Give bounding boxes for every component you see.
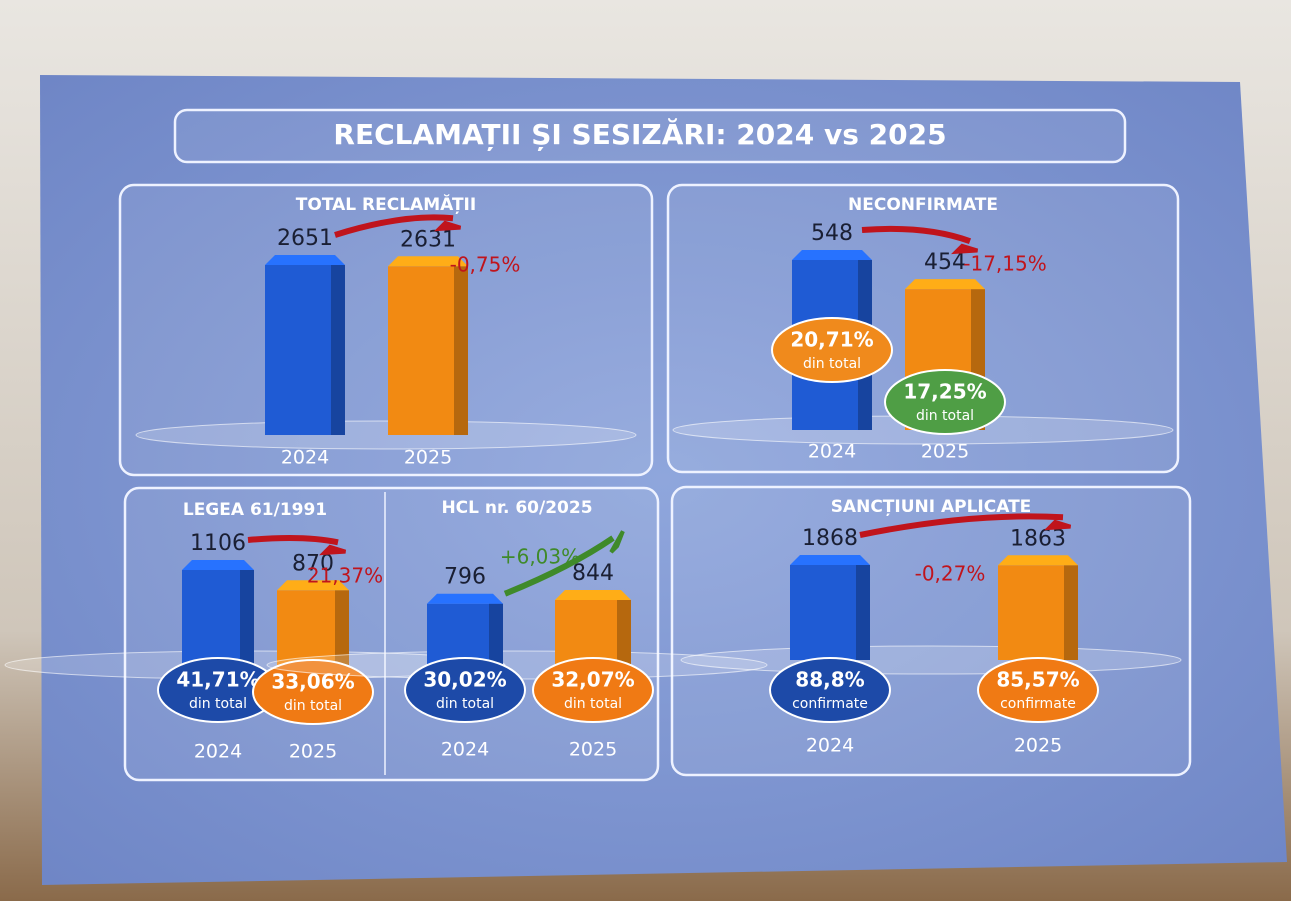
category-label: 2025 bbox=[921, 441, 969, 463]
badge-value: 32,07% bbox=[551, 668, 634, 692]
badge-caption: din total bbox=[436, 696, 494, 712]
badge bbox=[769, 657, 891, 723]
badge-caption: confirmate bbox=[1000, 696, 1076, 712]
charts: TOTAL RECLAMĂȚII 2651 2024 2631 2025 -0,75% NE… bbox=[4, 193, 1182, 763]
badge bbox=[884, 369, 1006, 435]
arrow-head bbox=[434, 220, 462, 232]
bar-top bbox=[388, 256, 468, 267]
badge-caption: din total bbox=[803, 356, 861, 372]
category-label: 2025 bbox=[289, 741, 337, 763]
value-label: 2631 bbox=[400, 227, 456, 252]
arrow-head bbox=[319, 544, 347, 556]
stage bbox=[680, 645, 1182, 675]
panel-title: NECONFIRMATE bbox=[848, 195, 998, 215]
bar-side bbox=[331, 265, 345, 435]
change-label: +6,03% bbox=[500, 545, 580, 569]
change-label: -0,27% bbox=[915, 562, 986, 586]
panel-title: SANCȚIUNI APLICATE bbox=[831, 497, 1032, 517]
bar-top bbox=[998, 555, 1078, 566]
change-label: -0,75% bbox=[450, 253, 521, 277]
bar-top bbox=[427, 593, 503, 604]
value-label: 844 bbox=[572, 561, 614, 586]
panel-title: TOTAL RECLAMĂȚII bbox=[296, 193, 476, 215]
badge-value: 88,8% bbox=[795, 668, 864, 692]
bar-side bbox=[617, 600, 631, 665]
change-arrow bbox=[247, 534, 339, 546]
bar-side bbox=[489, 603, 503, 665]
badge-caption: din total bbox=[189, 696, 247, 712]
category-label: 2024 bbox=[281, 447, 329, 469]
badge-caption: din total bbox=[284, 698, 342, 714]
bar-top bbox=[182, 560, 254, 570]
badge-value: 41,71% bbox=[176, 668, 259, 692]
badge bbox=[252, 659, 374, 725]
change-arrow bbox=[861, 225, 972, 244]
arrow-head bbox=[951, 243, 979, 255]
badge-value: 85,57% bbox=[996, 668, 1079, 692]
bar-side bbox=[1064, 565, 1078, 660]
title-box bbox=[173, 108, 1127, 164]
category-label: 2024 bbox=[194, 741, 242, 763]
category-label: 2025 bbox=[569, 739, 617, 761]
bar-side bbox=[240, 570, 254, 665]
badge-value: 17,25% bbox=[903, 380, 986, 404]
bar-top bbox=[277, 580, 349, 591]
bar-top bbox=[905, 279, 985, 290]
badge-caption: din total bbox=[916, 408, 974, 424]
badge-value: 20,71% bbox=[790, 328, 873, 352]
category-label: 2024 bbox=[808, 441, 856, 463]
badge bbox=[771, 317, 893, 383]
panel bbox=[670, 485, 1192, 777]
category-label: 2024 bbox=[441, 739, 489, 761]
panel-title: LEGEA 61/1991 bbox=[183, 500, 327, 520]
bar-side bbox=[856, 565, 870, 660]
arrow-head bbox=[609, 530, 625, 554]
badge-caption: din total bbox=[564, 696, 622, 712]
value-label: 548 bbox=[811, 221, 853, 246]
badge-caption: confirmate bbox=[792, 696, 868, 712]
panel bbox=[118, 183, 654, 477]
change-arrow bbox=[859, 513, 1064, 538]
bar-top bbox=[265, 255, 345, 265]
change-label: -17,15% bbox=[963, 252, 1046, 276]
badge-value: 30,02% bbox=[423, 668, 506, 692]
bar-top bbox=[790, 555, 870, 565]
bar-top bbox=[792, 250, 872, 260]
change-label: 21,37% bbox=[307, 564, 383, 588]
badge bbox=[532, 657, 654, 723]
value-label: 1863 bbox=[1010, 526, 1066, 551]
category-label: 2025 bbox=[1014, 735, 1062, 757]
value-label: 454 bbox=[924, 250, 966, 275]
category-label: 2024 bbox=[806, 735, 854, 757]
badge bbox=[977, 657, 1099, 723]
panel-title: HCL nr. 60/2025 bbox=[441, 498, 592, 518]
stage bbox=[135, 420, 637, 450]
value-label: 870 bbox=[292, 551, 334, 576]
value-label: 1106 bbox=[190, 531, 246, 556]
bar-side bbox=[335, 590, 349, 665]
value-label: 1868 bbox=[802, 526, 858, 551]
category-label: 2025 bbox=[404, 447, 452, 469]
badge bbox=[404, 657, 526, 723]
change-arrow bbox=[334, 214, 454, 238]
bar-side bbox=[454, 266, 468, 435]
change-arrow bbox=[503, 535, 615, 597]
arrow-head bbox=[1044, 519, 1072, 531]
bar-top bbox=[555, 590, 631, 600]
main-title: RECLAMAȚII ȘI SESIZĂRI: 2024 vs 2025 bbox=[333, 117, 946, 151]
value-label: 796 bbox=[444, 565, 486, 590]
value-label: 2651 bbox=[277, 226, 333, 251]
